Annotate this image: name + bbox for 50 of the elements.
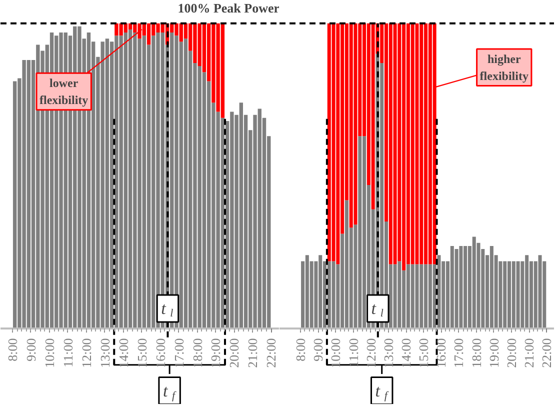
x-tick-label: 11:00 <box>346 338 361 368</box>
bar <box>516 261 520 328</box>
x-tick-label: 19:00 <box>208 338 224 368</box>
x-tick-label: 8:00 <box>5 338 20 362</box>
x-tick-label: 15:00 <box>416 338 432 368</box>
bar <box>398 261 402 328</box>
x-tick-label: 22:00 <box>264 338 279 368</box>
bar <box>393 23 397 264</box>
x-tick-label: 20:00 <box>504 338 519 368</box>
x-tick-label: 16:00 <box>152 338 168 368</box>
bar <box>538 255 542 328</box>
x-tick-label: 9:00 <box>310 338 326 362</box>
x-tick-label: 9:00 <box>23 338 38 362</box>
x-tick-label: 20:00 <box>226 338 242 368</box>
bar <box>332 23 336 262</box>
annotation: lower flexibility <box>40 76 88 107</box>
x-tick-label: 18:00 <box>468 338 484 368</box>
bar <box>354 23 358 225</box>
x-tick-label: 19:00 <box>486 338 502 368</box>
x-tick-label: 21:00 <box>522 338 537 368</box>
ref-line-label: 100% Peak Power <box>178 0 280 16</box>
annotation: higher flexibility <box>480 52 528 83</box>
x-tick-label: 17:00 <box>171 338 186 368</box>
bar <box>459 246 463 328</box>
bar <box>393 264 397 328</box>
x-tick-label: 13:00 <box>97 338 112 368</box>
x-tick-label: 14:00 <box>116 338 131 368</box>
bar <box>146 23 151 45</box>
x-tick-label: 12:00 <box>78 338 94 368</box>
x-tick-label: 12:00 <box>363 338 378 368</box>
bar <box>371 23 375 210</box>
x-tick-label: 14:00 <box>398 338 414 368</box>
x-tick-label: 13:00 <box>380 338 396 368</box>
x-tick-label: 15:00 <box>134 338 150 368</box>
bar <box>454 249 458 328</box>
x-tick-label: 22:00 <box>539 338 554 368</box>
x-tick-label: 18:00 <box>190 338 205 368</box>
bar <box>184 38 188 328</box>
bar <box>507 261 512 328</box>
x-tick-label: 11:00 <box>60 338 76 368</box>
x-tick-label: 21:00 <box>245 338 260 368</box>
bar <box>332 261 336 328</box>
x-tick-label: 10:00 <box>42 338 57 368</box>
x-tick-label: 17:00 <box>451 338 466 368</box>
bar <box>415 264 419 328</box>
x-tick-label: 10:00 <box>328 338 344 368</box>
x-tick-label: 16:00 <box>434 338 449 368</box>
x-tick-label: 8:00 <box>293 338 308 362</box>
bar <box>336 23 340 264</box>
bar <box>415 23 419 264</box>
